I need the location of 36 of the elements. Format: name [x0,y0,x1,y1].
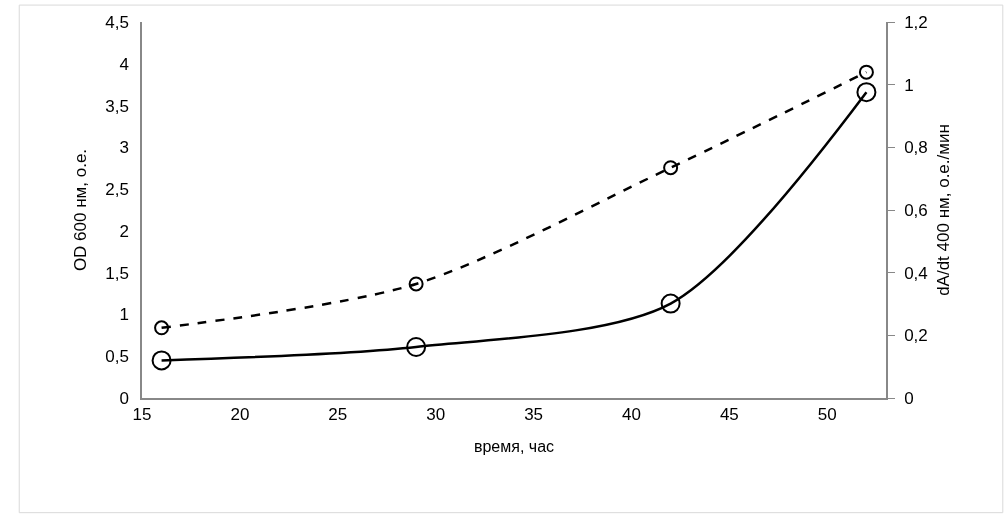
y-tick-label: 3,5 [105,96,129,116]
y-tick-label: 2,5 [105,180,129,200]
x-tick-label: 35 [524,405,544,425]
x-axis-title: время, час [473,438,555,456]
point [151,350,172,371]
x-tick-label: 40 [622,405,641,425]
y2-tick-label: 0 [904,388,914,408]
y-tick-label: 1,5 [105,263,129,283]
y-tick-label: 2 [119,221,129,241]
y-tick-label: 0,5 [105,347,129,367]
x-tick-label: 20 [230,405,250,425]
x-tick-label: 15 [132,405,152,425]
point [406,337,427,358]
y2-tick-label: 1 [904,75,914,95]
y2-tick-label: 0,6 [904,200,928,220]
point [408,276,424,292]
y-tick-label: 0 [119,388,129,408]
x-tick-label: 50 [817,405,837,425]
point [663,160,679,176]
x-tick-label: 30 [426,405,446,425]
point [856,82,877,103]
x-tick-label: 45 [719,405,739,425]
point [858,64,874,80]
y2-axis-title: dA/dt 400 нм, о.е./мин [933,124,953,296]
y2-tick-label: 1,2 [904,12,928,32]
point [660,293,681,314]
y2-tick-label: 0,2 [904,326,928,346]
y-tick-label: 1 [119,305,129,325]
y-axis-title: OD 600 нм, о.е. [71,148,91,272]
y2-tick-label: 0,4 [904,263,928,283]
y-tick-label: 4 [119,54,129,74]
y-tick-label: 4,5 [105,12,129,32]
x-tick-label: 25 [328,405,348,425]
y2-tick-label: 0,8 [904,138,928,158]
point [154,320,170,336]
y-tick-label: 3 [119,138,129,158]
